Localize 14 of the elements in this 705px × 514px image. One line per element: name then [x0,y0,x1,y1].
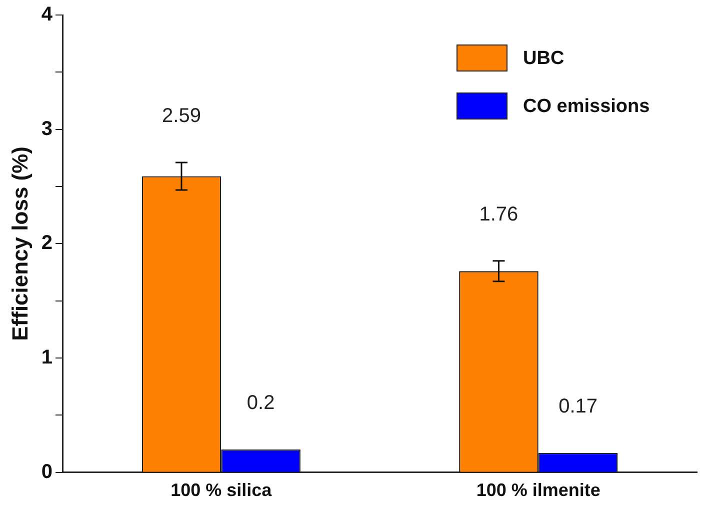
data-label: 0.17 [558,395,598,418]
legend-label: UBC [523,48,564,70]
y-tick-label: 0 [41,460,53,483]
data-label: 2.59 [162,105,201,128]
legend-label: CO emissions [523,96,650,118]
y-tick-label: 2 [41,232,53,254]
y-tick-label: 4 [41,4,54,26]
data-label: 0.2 [246,392,275,414]
y-tick-label: 3 [41,118,53,140]
y-tick-label: 1 [41,346,53,369]
y-axis-title: Efficiency loss (%) [7,146,32,341]
x-tick-label: 100 % ilmenite [476,480,600,500]
x-tick-label: 100 % silica [170,480,273,500]
data-label: 1.76 [479,203,518,226]
